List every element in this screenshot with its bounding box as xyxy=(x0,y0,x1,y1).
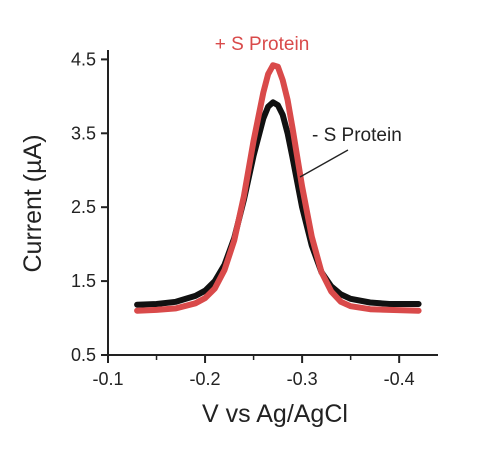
y-tick-label: 0.5 xyxy=(71,345,96,365)
annotation-layer: + S Protein - S Protein xyxy=(215,34,402,178)
y-axis-title: Current (µA) xyxy=(19,134,47,272)
x-tick-label: -0.2 xyxy=(190,369,221,389)
y-tick-label: 3.5 xyxy=(71,123,96,143)
x-tick-label: -0.4 xyxy=(384,369,415,389)
y-tick-label: 4.5 xyxy=(71,49,96,69)
x-tick-label: -0.3 xyxy=(287,369,318,389)
axes xyxy=(107,50,438,356)
x-ticks: -0.1 -0.2 -0.3 -0.4 xyxy=(92,355,415,389)
series-layer xyxy=(134,62,422,314)
annotation-minus-s-protein: - S Protein xyxy=(312,125,402,146)
x-axis-title: V vs Ag/AgCl xyxy=(202,400,348,428)
series-line-s-protein xyxy=(134,62,422,314)
x-tick-label: -0.1 xyxy=(92,369,123,389)
annotation-leader-line xyxy=(299,149,349,178)
annotation-plus-s-protein: + S Protein xyxy=(215,34,310,55)
y-tick-label: 2.5 xyxy=(71,197,96,217)
y-tick-label: 1.5 xyxy=(71,271,96,291)
series-line-s-protein xyxy=(134,99,422,308)
y-ticks: 0.5 1.5 2.5 3.5 4.5 xyxy=(71,49,108,365)
